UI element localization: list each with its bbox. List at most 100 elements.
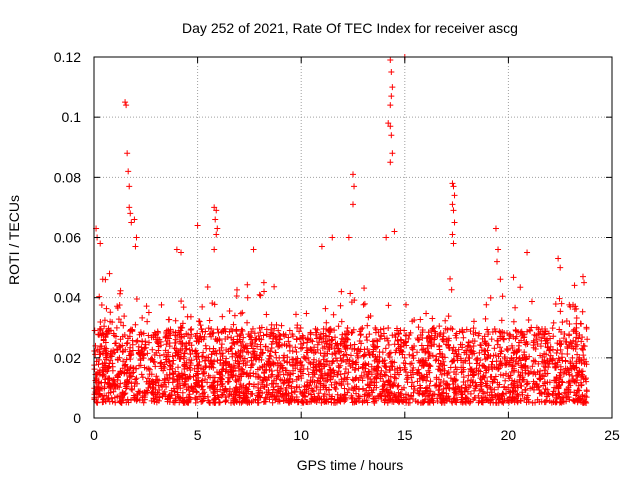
data-point bbox=[440, 378, 447, 385]
data-point bbox=[473, 365, 480, 372]
data-point bbox=[563, 393, 570, 400]
data-point bbox=[124, 366, 131, 373]
data-point bbox=[137, 362, 144, 369]
data-point bbox=[506, 335, 513, 342]
data-point bbox=[389, 84, 396, 91]
data-point bbox=[160, 391, 167, 398]
data-point bbox=[555, 255, 562, 262]
data-point bbox=[343, 328, 350, 335]
data-point bbox=[216, 399, 223, 406]
data-point bbox=[411, 386, 418, 393]
data-point bbox=[406, 351, 413, 358]
data-point bbox=[143, 303, 150, 310]
data-point bbox=[144, 318, 151, 325]
data-point bbox=[579, 346, 586, 353]
data-point bbox=[570, 337, 577, 344]
data-point bbox=[166, 399, 173, 405]
data-point bbox=[300, 366, 307, 373]
data-point bbox=[441, 399, 448, 406]
data-point bbox=[414, 335, 421, 342]
data-point bbox=[177, 324, 184, 331]
data-point bbox=[495, 353, 502, 360]
data-point bbox=[230, 368, 237, 375]
data-point bbox=[554, 394, 561, 401]
data-point bbox=[113, 346, 120, 353]
data-point bbox=[212, 216, 219, 223]
data-point bbox=[371, 344, 378, 351]
data-point bbox=[112, 399, 119, 406]
data-point bbox=[506, 375, 513, 382]
data-point bbox=[99, 330, 106, 337]
data-point bbox=[265, 387, 272, 394]
data-point bbox=[580, 342, 587, 349]
data-point bbox=[477, 342, 484, 349]
data-point bbox=[293, 396, 300, 403]
data-point bbox=[185, 331, 192, 338]
data-point bbox=[116, 354, 123, 361]
data-point bbox=[301, 389, 308, 396]
data-point bbox=[299, 344, 306, 351]
data-point bbox=[522, 341, 529, 348]
data-point bbox=[248, 336, 255, 343]
data-point bbox=[384, 393, 391, 400]
data-point bbox=[312, 325, 319, 332]
data-point bbox=[248, 328, 255, 335]
data-point bbox=[294, 362, 301, 369]
data-point bbox=[509, 363, 516, 370]
data-point bbox=[449, 399, 456, 406]
data-point bbox=[397, 336, 404, 343]
data-point bbox=[388, 93, 395, 100]
data-point bbox=[295, 373, 302, 380]
data-point bbox=[446, 385, 453, 392]
data-point bbox=[171, 388, 178, 395]
data-point bbox=[376, 336, 383, 343]
data-point bbox=[517, 284, 524, 291]
data-point bbox=[180, 355, 187, 362]
data-point bbox=[96, 351, 103, 358]
data-point bbox=[187, 374, 194, 381]
data-point bbox=[117, 368, 124, 375]
data-point bbox=[422, 349, 429, 356]
data-point bbox=[385, 120, 392, 127]
data-point bbox=[530, 357, 537, 364]
data-point bbox=[106, 383, 113, 390]
data-point bbox=[222, 398, 229, 405]
data-point bbox=[386, 350, 393, 357]
data-point bbox=[337, 393, 344, 400]
data-point bbox=[400, 398, 407, 405]
data-point bbox=[161, 377, 168, 384]
data-point bbox=[223, 355, 230, 362]
data-point bbox=[524, 364, 531, 371]
data-point bbox=[116, 342, 123, 349]
data-point bbox=[123, 356, 130, 363]
data-point bbox=[387, 123, 394, 130]
data-point bbox=[303, 349, 310, 356]
data-point bbox=[281, 333, 288, 340]
data-point bbox=[417, 316, 424, 323]
data-point bbox=[409, 346, 416, 353]
data-point bbox=[436, 351, 443, 358]
data-point bbox=[530, 378, 537, 385]
data-point bbox=[485, 329, 492, 336]
data-point bbox=[332, 350, 339, 357]
data-point bbox=[139, 314, 146, 321]
data-point bbox=[179, 341, 186, 348]
data-point bbox=[126, 333, 133, 340]
data-point bbox=[488, 364, 495, 371]
data-point bbox=[144, 350, 151, 357]
data-point bbox=[328, 370, 335, 377]
data-point bbox=[259, 364, 266, 371]
data-point bbox=[546, 397, 553, 404]
data-point bbox=[468, 376, 475, 383]
data-point bbox=[547, 352, 554, 359]
data-point bbox=[200, 366, 207, 373]
data-point bbox=[126, 204, 133, 211]
data-point bbox=[373, 368, 380, 375]
data-point bbox=[278, 392, 285, 399]
data-point bbox=[488, 336, 495, 343]
data-point bbox=[538, 337, 545, 344]
data-point bbox=[385, 377, 392, 384]
data-point bbox=[464, 377, 471, 384]
data-point bbox=[414, 349, 421, 356]
data-point bbox=[528, 298, 535, 305]
